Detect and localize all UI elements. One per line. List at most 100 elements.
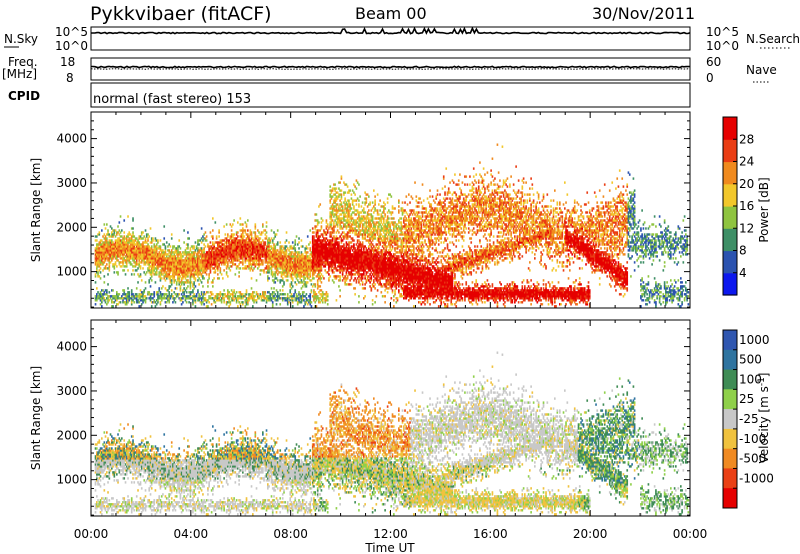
power-cell	[316, 243, 319, 246]
power-cell	[202, 269, 204, 272]
power-cell	[232, 245, 234, 248]
power-cell	[379, 233, 381, 236]
power-cell	[315, 265, 318, 268]
power-cell	[217, 243, 219, 246]
power-cell	[174, 271, 177, 274]
power-cell	[348, 243, 350, 246]
power-cell	[340, 253, 343, 256]
power-cell	[270, 257, 273, 260]
power-cell	[306, 263, 309, 266]
power-cell	[339, 253, 341, 256]
power-cell	[190, 281, 193, 284]
power-cell	[313, 247, 315, 250]
power-cell	[218, 243, 220, 246]
power-cell	[316, 233, 319, 236]
power-cell	[229, 269, 232, 272]
power-cell	[339, 213, 341, 216]
power-cell	[353, 223, 355, 226]
power-cell	[184, 275, 187, 278]
power-cell	[258, 237, 260, 240]
power-cell	[138, 243, 141, 246]
power-cell	[163, 293, 166, 296]
power-cell	[334, 187, 336, 190]
power-cell	[98, 253, 101, 256]
power-cell	[315, 245, 318, 248]
power-cell	[267, 267, 269, 270]
power-cell	[293, 245, 295, 248]
power-cell	[169, 295, 172, 298]
power-cell	[285, 255, 288, 258]
power-cell	[354, 267, 356, 270]
power-cell	[259, 251, 262, 254]
power-cell	[164, 279, 167, 282]
power-cell	[138, 235, 141, 238]
power-cell	[202, 295, 204, 298]
power-cell	[370, 261, 373, 264]
power-cell	[316, 257, 319, 260]
power-cell	[157, 293, 159, 296]
freq-panel: Freq. [MHz] 18 8 60 0 Nave	[2, 55, 777, 85]
power-cell	[178, 261, 181, 264]
power-cell	[163, 295, 166, 298]
power-cell	[157, 301, 159, 304]
power-cell	[114, 299, 117, 302]
power-cell	[227, 247, 229, 250]
power-cell	[335, 221, 338, 224]
power-cell	[255, 245, 258, 248]
power-cell	[135, 301, 138, 304]
power-cell	[338, 219, 340, 222]
power-cell	[281, 273, 284, 276]
power-cell	[368, 267, 370, 270]
power-cell	[149, 241, 152, 244]
power-cell	[294, 241, 297, 244]
power-cell	[185, 295, 188, 298]
power-cell	[315, 251, 318, 254]
power-cell	[254, 299, 257, 302]
power-cell	[360, 215, 363, 218]
power-cell	[338, 285, 340, 288]
power-cell	[323, 239, 325, 242]
power-cell	[150, 265, 153, 268]
power-cell	[200, 257, 203, 260]
power-cell	[145, 257, 148, 260]
power-cell	[203, 233, 205, 236]
power-cell	[303, 265, 305, 268]
power-cell	[365, 267, 368, 270]
power-cell	[173, 273, 176, 276]
power-cell	[356, 241, 359, 244]
power-cell	[124, 273, 127, 276]
power-cell	[283, 271, 285, 274]
power-cell	[148, 251, 151, 254]
power-cell	[346, 251, 349, 254]
power-cell	[193, 271, 195, 274]
power-cell	[293, 259, 295, 262]
power-cell	[358, 253, 360, 256]
power-cell	[139, 237, 142, 240]
power-cell	[374, 271, 376, 274]
power-cell	[315, 259, 318, 262]
power-cell	[268, 255, 270, 258]
power-cell	[364, 263, 366, 266]
power-cell	[300, 273, 303, 276]
power-cell	[124, 247, 127, 250]
power-cell	[134, 253, 137, 256]
power-cell	[345, 279, 348, 282]
power-cell	[380, 291, 383, 294]
power-cell	[238, 271, 240, 274]
power-cell	[137, 257, 139, 260]
power-cell	[194, 261, 197, 264]
power-cell	[208, 275, 210, 278]
power-cell	[130, 255, 133, 258]
power-cell	[252, 293, 254, 296]
power-cell	[366, 221, 369, 224]
power-cell	[133, 265, 136, 268]
power-cell	[108, 255, 111, 258]
power-cell	[365, 265, 368, 268]
power-cell	[242, 301, 244, 304]
power-cell	[358, 261, 360, 264]
power-cell	[148, 255, 151, 258]
power-cell	[313, 259, 315, 262]
power-cell	[204, 269, 207, 272]
power-cell	[273, 297, 275, 300]
power-cell	[119, 261, 122, 264]
